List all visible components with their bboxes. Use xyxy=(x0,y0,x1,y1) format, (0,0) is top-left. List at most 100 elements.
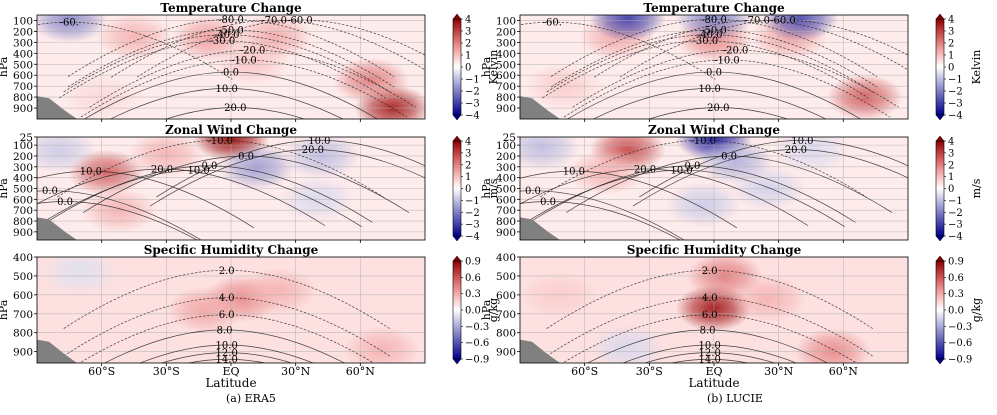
contour-line xyxy=(63,34,390,93)
contour-line xyxy=(160,352,293,363)
contour-line xyxy=(520,170,738,229)
contour-line xyxy=(565,155,893,213)
contour-label: -60.0 xyxy=(770,15,796,26)
colorbar-tick-label: −0.9 xyxy=(948,355,972,366)
contour-label: 0.0 xyxy=(42,186,58,197)
contour-line xyxy=(109,87,344,119)
contour-label: -30.0 xyxy=(693,36,719,47)
colorbar-tick-label: −3 xyxy=(465,220,480,231)
colorbar-tick-label: 0.6 xyxy=(465,273,481,284)
y-axis-label: hPa xyxy=(480,178,493,199)
field-anomaly xyxy=(729,275,806,322)
field-anomaly xyxy=(343,326,420,363)
contour-label: 20.0 xyxy=(302,145,324,156)
contour-label: 2.0 xyxy=(219,266,235,277)
ytick-label: 600 xyxy=(13,194,33,206)
colorbar-tick-label: −1 xyxy=(465,196,480,207)
colorbar-tick-label: 2 xyxy=(465,160,471,171)
ytick-label: 900 xyxy=(13,227,33,239)
field-anomaly xyxy=(665,182,742,228)
contour-line xyxy=(83,71,379,119)
contour-label: -10.0 xyxy=(690,136,716,147)
ytick-label: 300 xyxy=(13,37,33,49)
contour-line xyxy=(520,190,685,240)
panel-title: Specific Humidity Change xyxy=(144,243,319,257)
ytick-label: 800 xyxy=(496,92,516,104)
topography-mask xyxy=(37,96,77,119)
ytick-label: 500 xyxy=(13,271,33,283)
colorbar-label: m/s xyxy=(970,178,983,198)
contour-label: 10.0 xyxy=(671,166,693,177)
contour-line xyxy=(79,314,375,363)
ytick-label: 600 xyxy=(496,290,516,302)
panel-lucie-1: -10.0 10.020.010.0 20.0 10.00.00.00.00.0251… xyxy=(480,123,983,243)
contour-line xyxy=(562,314,858,363)
colorbar-tick-label: 3 xyxy=(948,148,954,159)
field-anomaly xyxy=(167,286,244,334)
contour-line xyxy=(540,139,867,198)
gridlines xyxy=(37,15,425,119)
colorbar-tick-label: 4 xyxy=(465,137,471,148)
ytick-label: 900 xyxy=(13,103,33,115)
panel-title: Temperature Change xyxy=(643,1,785,15)
ytick-label: 800 xyxy=(13,328,33,340)
contour-label: -50.0 xyxy=(701,25,727,36)
contour-line xyxy=(546,34,873,93)
colorbar-tick-label: −4 xyxy=(465,232,480,243)
contour-line xyxy=(529,165,856,223)
colorbar-extend-min xyxy=(452,114,462,121)
ytick-label: 800 xyxy=(13,92,33,104)
contour-line xyxy=(520,168,809,226)
ytick-label: 100 xyxy=(496,15,516,27)
contour-line xyxy=(63,269,390,329)
ytick-label: 200 xyxy=(496,151,516,163)
colorbar-gradient xyxy=(935,18,945,116)
contour-label: -10.0 xyxy=(207,136,233,147)
ytick-label: 500 xyxy=(496,184,516,196)
ytick-label: 800 xyxy=(496,328,516,340)
colorbar-tick-label: 0.6 xyxy=(948,273,964,284)
ytick-label: 300 xyxy=(496,37,516,49)
contour-label: 0.0 xyxy=(238,151,254,162)
contour-line xyxy=(619,19,908,78)
contour-layer: 2.0 4.0 6.0 8.0 10.012.014.0 xyxy=(63,266,390,363)
contour-label: 10.0 xyxy=(699,341,721,352)
panel-title: Specific Humidity Change xyxy=(627,243,802,257)
colorbar-tick-label: −2 xyxy=(465,208,480,219)
contour-line xyxy=(632,149,908,207)
colorbar-extend-max xyxy=(452,13,462,20)
contour-label: -40.0 xyxy=(697,30,723,41)
colorbar-tick-label: −2 xyxy=(465,87,480,98)
ytick-label: 25 xyxy=(503,132,516,144)
contour-line xyxy=(648,107,789,119)
contour-label: -60. xyxy=(543,18,562,29)
contour-line xyxy=(592,87,827,119)
field-anomaly xyxy=(37,137,97,174)
contour-label: 0.0 xyxy=(57,197,73,208)
ytick-label: 400 xyxy=(13,173,33,185)
contour-label: 20.0 xyxy=(151,164,173,175)
contour-label: -80.0 xyxy=(701,15,727,26)
contour-label: -60. xyxy=(60,18,79,29)
contour-line xyxy=(550,29,878,88)
contour-line xyxy=(550,19,878,77)
colorbar-tick-label: 0.3 xyxy=(948,289,964,300)
contour-line xyxy=(37,190,202,240)
field-anomaly xyxy=(240,267,317,315)
ytick-label: 700 xyxy=(13,81,33,93)
ytick-label: 500 xyxy=(496,271,516,283)
xtick-label: 30°N xyxy=(281,365,310,378)
field-anomaly xyxy=(589,15,666,42)
contour-layer: -80.0 -70.0-60.0 -60. -50.0-40.0-30.0 -20.0-… xyxy=(37,15,425,119)
contour-line xyxy=(572,49,899,108)
panel-title: Temperature Change xyxy=(160,1,302,15)
colorbar-tick-label: −4 xyxy=(948,232,963,243)
contour-line xyxy=(37,169,362,228)
contour-label: -10.0 xyxy=(714,55,740,66)
colorbar-tick-label: 0 xyxy=(948,63,954,74)
contour-line xyxy=(566,71,862,119)
ytick-label: 400 xyxy=(496,173,516,185)
contour-line xyxy=(520,201,681,240)
contour-label: 14.0 xyxy=(699,355,721,366)
